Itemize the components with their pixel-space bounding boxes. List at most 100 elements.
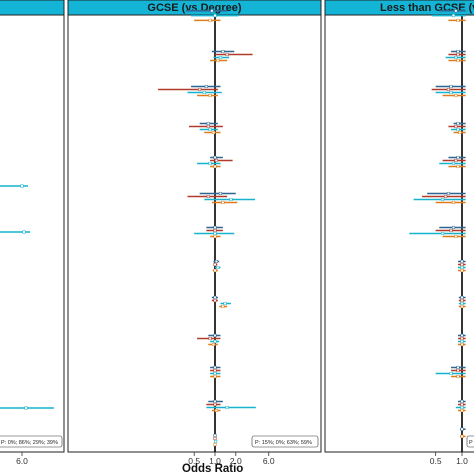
panel-less-gcse-row-6-est-3-point (454, 234, 458, 239)
panel-gcse-row-9-est-2-point (213, 339, 217, 344)
panel-less-gcse-row-8-est-3-point (460, 304, 464, 309)
panel-less-gcse-row-5-est-0-point (446, 191, 450, 196)
panel-less-gcse-row-1-est-3-point (456, 58, 460, 63)
panel-gcse-row-12-est-3-point (213, 442, 217, 447)
panel-gcse-row-1-est-2-point (218, 55, 223, 60)
panel-gcse-row-5-est-3-point (221, 200, 225, 205)
panel-gcse-tick-label-1: 1.0 (209, 456, 221, 466)
panel-gcse-row-11-est-2-point (225, 405, 229, 410)
panel-less-gcse-header (324, 0, 474, 16)
panel-less-gcse-row-2-est-0-point (449, 84, 453, 89)
panel-gcse-row-7-est-0-point (214, 259, 219, 264)
panel-less-gcse-row-9-est-0-point (460, 333, 464, 338)
panel-gcse-row-8-est-3-point (221, 304, 225, 309)
panel-less-gcse-row-0-est-1-point (451, 14, 456, 18)
panel-less-gcse-row-12-est-0-point (460, 427, 464, 431)
panel-less-gcse-row-10-est-3-point (456, 374, 460, 379)
panel-less-gcse-row-8-est-1-point (460, 298, 464, 303)
panel-less-gcse-row-0-est-0-point (454, 9, 458, 13)
panel-gcse-row-6-est-1-point (213, 228, 217, 233)
panel-gcse-row-2-est-3-point (208, 93, 212, 98)
panel-less-gcse-row-9-est-1-point (460, 336, 464, 341)
panel-gcse-row-10-est-2-point (213, 371, 217, 376)
panel-gcse-row-1-est-0-point (221, 49, 225, 54)
x-axis-label: Odds Ratio (182, 463, 243, 474)
panel-less-gcse-row-0-est-2-point (456, 18, 460, 22)
panel-less-gcse-row-2-est-3-point (454, 93, 458, 98)
panel-less-gcse: Less than GCSE (v (324, 0, 474, 453)
panel-left-p-box: P: 0%; 86%; 29%; 39% (0, 435, 63, 448)
panel-left-header (0, 0, 65, 16)
panel-gcse-row-2-est-0-point (204, 84, 208, 89)
panel-gcse-tick-label-2: 2.0 (230, 456, 242, 466)
panel-gcse-row-2-est-2-point (202, 90, 206, 95)
panel-less-gcse-row-7-est-0-point (460, 259, 464, 264)
panel-gcse-row-11-est-0-point (213, 399, 217, 404)
panel-less-gcse-row-5-est-1-point (444, 194, 448, 199)
panel-less-gcse-row-10-est-1-point (456, 368, 460, 373)
forest-marks (0, 9, 466, 447)
panel-less-gcse-row-2-est-1-point (446, 87, 450, 92)
panel-less-gcse-row-9-est-2-point (460, 339, 464, 344)
panel-left (0, 0, 65, 453)
panel-gcse-row-5-est-1-point (206, 194, 210, 199)
panel-less-gcse-row-4-est-1-point (454, 158, 458, 163)
panel-gcse-row-5-est-2-point (229, 197, 233, 202)
panel-gcse-row-2-est-1-point (198, 87, 202, 92)
panel-gcse-row-7-est-3-point (213, 268, 217, 273)
panel-less-gcse-row-3-est-0-point (456, 121, 460, 126)
panel-gcse-row-3-est-1-point (206, 124, 210, 129)
panel-less-gcse-tick-label-0: 0.5 (430, 456, 442, 466)
panel-less-gcse-row-6-est-0-point (451, 225, 456, 230)
panel-gcse-row-3-est-3-point (211, 130, 216, 135)
panel-gcse-row-10-est-3-point (213, 374, 217, 379)
panel-less-gcse-row-3-est-2-point (456, 127, 460, 132)
panel-less-gcse-title: Less than GCSE (v (380, 2, 474, 14)
panel-gcse-row-1-est-1-point (225, 52, 229, 57)
panel-less-gcse-row-6-est-1-point (449, 228, 453, 233)
x-axis-ticks: 6.0 0.5 1.0 2.0 6.0 0.5 1.0 (16, 452, 468, 466)
panel-less-gcse-p-label: P (469, 440, 473, 446)
panel-less-gcse-row-7-est-2-point (460, 265, 464, 270)
panel-gcse-p-box: P: 15%; 0%; 63%; 59% (251, 435, 319, 448)
panel-gcse-row-10-est-0-point (213, 365, 217, 370)
panel-less-gcse-row-3-est-1-point (454, 124, 458, 129)
panel-less-gcse-row-1-est-1-point (456, 52, 460, 57)
panel-gcse-row-6-est-3-point (213, 234, 217, 239)
panel-left-p-label: P: 0%; 86%; 29%; 39% (1, 440, 58, 446)
panel-less-gcse-row-4-est-0-point (456, 155, 460, 160)
panel-gcse-row-7-est-1-point (213, 262, 217, 267)
panel-less-gcse-row-11-est-1-point (460, 402, 464, 407)
panel-gcse-row-1-est-3-point (216, 58, 220, 63)
panel-left-row-2-est-0-point (24, 406, 28, 410)
panel-less-gcse-row-8-est-0-point (460, 295, 464, 300)
panel-less-gcse-p-box: P (466, 435, 474, 448)
panel-gcse-row-0-est-0-point (210, 9, 214, 13)
panel-gcse-row-9-est-0-point (213, 333, 217, 338)
panel-gcse-row-0-est-2-point (208, 18, 212, 22)
panel-gcse-row-4-est-3-point (213, 164, 217, 169)
panel-gcse-row-12-est-0-point (213, 433, 217, 438)
panel-gcse-row-6-est-0-point (213, 225, 217, 230)
panel-less-gcse-row-11-est-3-point (460, 408, 464, 413)
panel-gcse-row-12-est-2-point (214, 439, 218, 444)
panel-gcse-row-6-est-2-point (213, 231, 217, 236)
panel-less-gcse-row-1-est-2-point (454, 55, 458, 60)
panel-gcse: GCSE (vs Degree) (67, 0, 322, 453)
panel-less-gcse-row-5-est-3-point (451, 200, 456, 205)
panel-gcse-row-11-est-1-point (213, 402, 217, 407)
panel-gcse-row-3-est-0-point (206, 121, 210, 126)
panel-gcse-row-11-est-3-point (214, 408, 219, 413)
panel-less-gcse-row-11-est-2-point (460, 405, 464, 410)
panel-less-gcse-row-6-est-2-point (441, 231, 445, 236)
panel-less-gcse-tick-label-1: 1.0 (456, 456, 468, 466)
panel-gcse-row-8-est-1-point (213, 298, 217, 303)
panel-left-tick-label-0: 6.0 (16, 456, 28, 466)
panel-gcse-title: GCSE (vs Degree) (147, 2, 241, 14)
panel-less-gcse-row-3-est-3-point (458, 130, 462, 135)
panel-less-gcse-row-11-est-0-point (460, 399, 464, 404)
panel-less-gcse-row-2-est-2-point (449, 90, 453, 95)
panel-gcse-tick-label-0: 0.5 (188, 456, 200, 466)
panel-gcse-row-9-est-1-point (208, 336, 212, 341)
